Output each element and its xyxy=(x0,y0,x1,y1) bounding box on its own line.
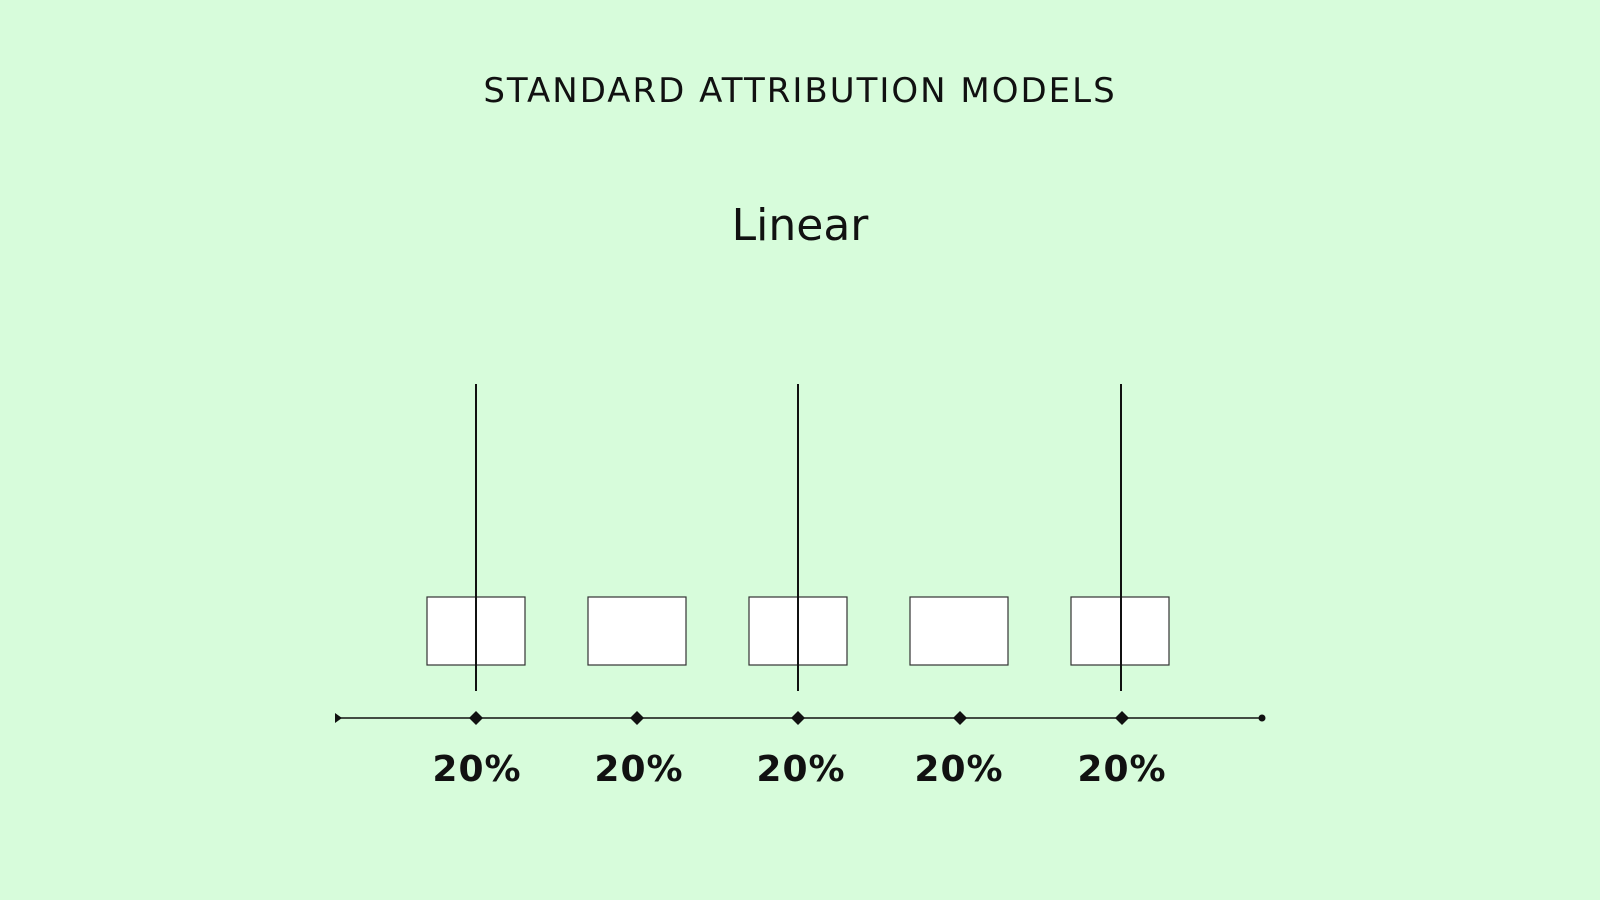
timeline xyxy=(335,711,1266,725)
timeline-diamond xyxy=(791,711,805,725)
timeline-diamond xyxy=(1115,711,1129,725)
credit-label: 20% xyxy=(914,749,1003,790)
header-title: STANDARD ATTRIBUTION MODELS xyxy=(483,71,1116,111)
timeline-diamond xyxy=(469,711,483,725)
model-name: Linear xyxy=(732,200,870,251)
timeline-end xyxy=(1258,714,1266,722)
credit-label: 20% xyxy=(432,749,521,790)
credit-label: 20% xyxy=(1077,749,1166,790)
credit-label: 20% xyxy=(594,749,683,790)
vertical-lines xyxy=(475,384,1122,691)
touchpoint-box xyxy=(587,596,687,666)
timeline-start xyxy=(335,713,342,723)
timeline-diamond xyxy=(630,711,644,725)
timeline-diamond xyxy=(953,711,967,725)
credit-label: 20% xyxy=(756,749,845,790)
credit-labels: 20% 20% 20% 20% 20% xyxy=(432,749,1166,790)
touchpoint-box xyxy=(909,596,1009,666)
